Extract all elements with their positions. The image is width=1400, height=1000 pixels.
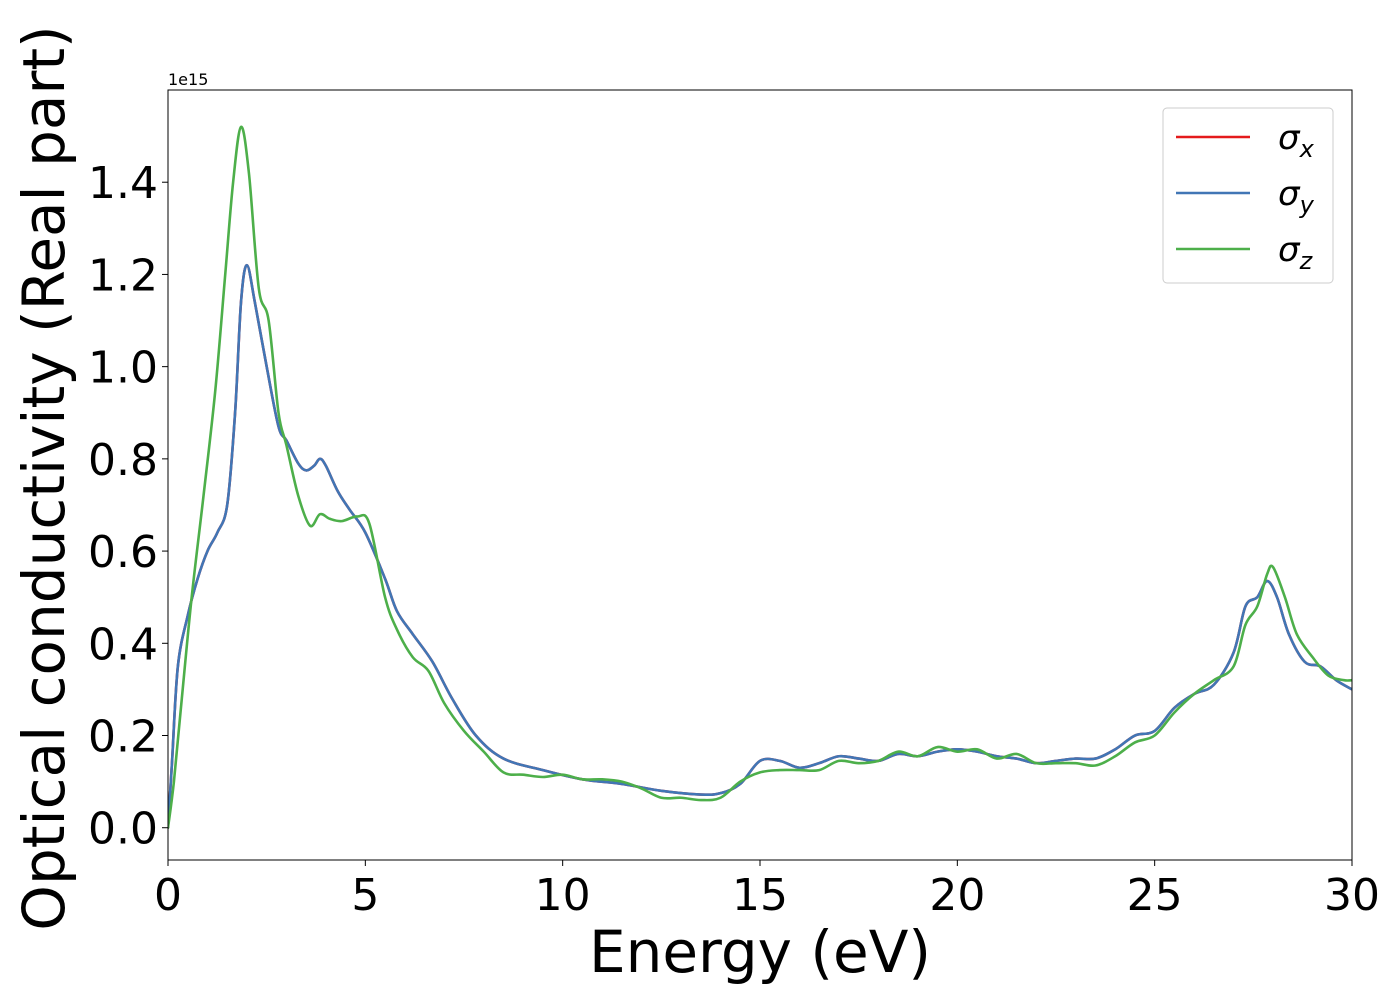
y-tick-label: 0.8 — [88, 435, 158, 486]
y-tick-label: 1.2 — [88, 250, 158, 301]
x-tick-label: 25 — [1127, 870, 1183, 921]
x-tick-label: 15 — [732, 870, 788, 921]
y-tick-label: 0.6 — [88, 527, 158, 578]
x-tick-label: 0 — [154, 870, 182, 921]
x-tick-label: 20 — [929, 870, 985, 921]
legend: σx σy σz — [1162, 107, 1334, 284]
plot-area — [168, 125, 1352, 830]
y-axis-title: Optical conductivity (Real part) — [10, 25, 78, 930]
legend-box — [1162, 107, 1334, 284]
y-tick-label: 0.2 — [88, 712, 158, 763]
legend-label-x: σx — [1278, 118, 1315, 163]
y-tick-label: 1.0 — [88, 343, 158, 394]
x-tick-label: 5 — [351, 870, 379, 921]
axis-ticks: 0 5 10 15 20 25 30 0.0 0.2 0.4 0.6 0.8 1.0 1.2 1.4 — [88, 158, 1380, 921]
x-tick-label: 30 — [1324, 870, 1380, 921]
x-tick-label: 10 — [535, 870, 591, 921]
y-tick-label: 0.0 — [88, 804, 158, 855]
y-offset-label: 1e15 — [168, 70, 208, 89]
y-tick-label: 0.4 — [88, 619, 158, 670]
series-line-z — [168, 125, 1352, 830]
y-tick-label: 1.4 — [88, 158, 158, 209]
legend-label-z: σz — [1278, 230, 1314, 275]
legend-label-y: σy — [1278, 174, 1315, 219]
series-line-y — [168, 263, 1352, 830]
x-axis-title: Energy (eV) — [589, 918, 931, 986]
